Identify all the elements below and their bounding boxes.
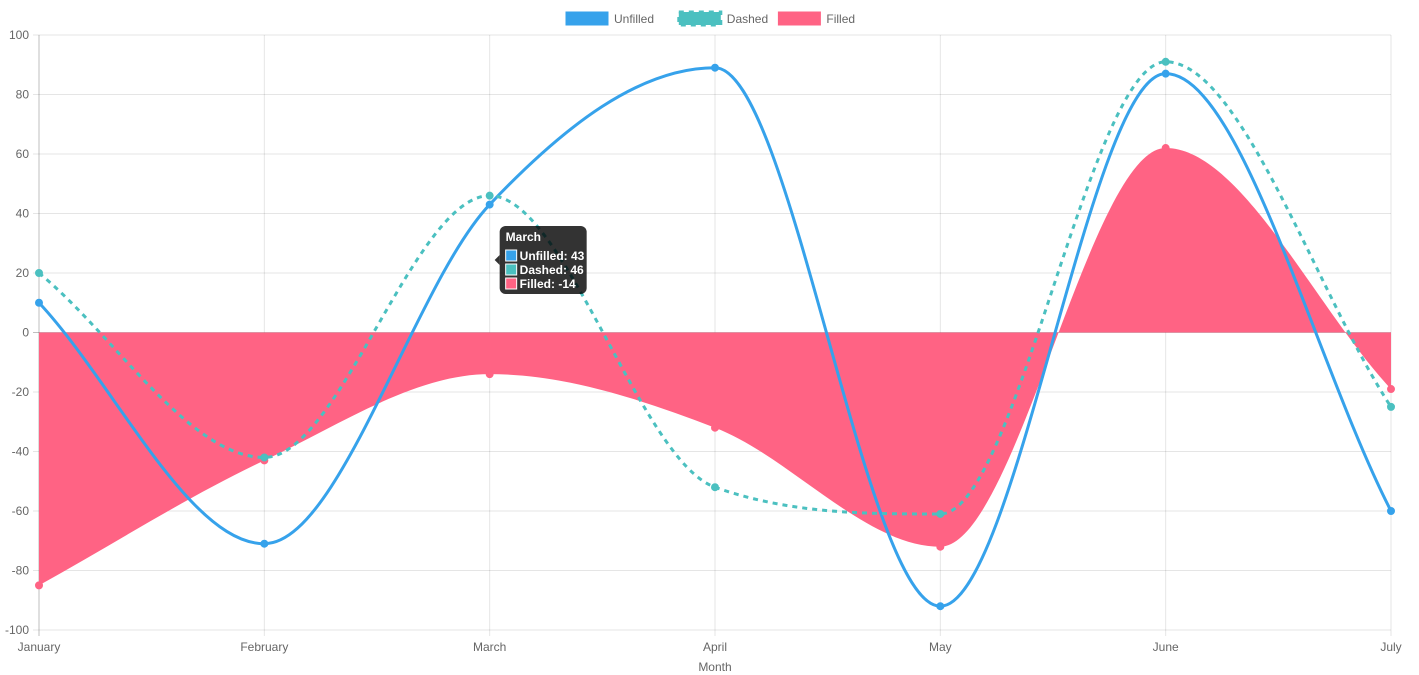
series-filled-area	[39, 148, 1391, 586]
series-filled-point	[485, 370, 494, 379]
tooltip-line: Unfilled: 43	[520, 249, 585, 263]
y-tick-label: 20	[16, 266, 30, 280]
series-filled-point	[711, 423, 719, 432]
series-unfilled-point	[1161, 69, 1170, 78]
y-tick-label: 40	[16, 207, 30, 221]
tooltip-swatch	[505, 277, 518, 290]
axes: 100 80 60 40 20 0 -20 -40 -60 -80 -100 January Febru…	[5, 28, 1402, 654]
tooltip-background	[499, 226, 587, 294]
legend-item-filled: Filled	[777, 11, 855, 26]
legend-label-dashed: Dashed	[727, 12, 768, 26]
series-unfilled-point	[485, 200, 494, 209]
series-dashed-line	[38, 60, 1393, 516]
y-tick-label: -40	[12, 445, 30, 459]
series-dashed-point	[936, 509, 945, 518]
x-tick-label: March	[473, 640, 506, 654]
x-tick-label: May	[929, 640, 952, 654]
series-unfilled-point	[711, 63, 719, 72]
y-tick-label: 100	[9, 28, 29, 42]
tooltip-line: Filled: -14	[520, 277, 576, 291]
y-tick-label: 60	[16, 147, 30, 161]
series-unfilled-point	[936, 602, 945, 611]
series-dashed-point	[711, 483, 719, 492]
x-tick-label: July	[1380, 640, 1401, 654]
x-tick-label: June	[1153, 640, 1179, 654]
y-tick-label: -60	[12, 504, 30, 518]
legend-item-unfilled: Unfilled	[565, 11, 654, 26]
tooltip-title: March	[506, 230, 541, 244]
y-tick-label: 80	[16, 88, 30, 102]
legend: Unfilled Dashed Filled	[565, 10, 855, 27]
legend-swatch-dashed	[677, 10, 723, 27]
legend-item-dashed: Dashed	[677, 10, 768, 27]
y-tick-label: -80	[12, 564, 30, 578]
y-tick-label: -20	[12, 385, 30, 399]
tooltip-caret	[494, 255, 500, 265]
tooltip-swatch	[505, 263, 518, 276]
series-unfilled-point	[35, 298, 43, 307]
series-dashed-point	[1161, 57, 1170, 66]
series-dashed-point	[1387, 402, 1395, 411]
legend-label-unfilled: Unfilled	[614, 12, 654, 26]
x-tick-label: January	[18, 640, 61, 654]
series-filled-point	[1161, 144, 1170, 153]
series-dashed-point	[485, 191, 494, 200]
x-axis-title: Month	[698, 660, 731, 674]
series-filled-point	[1387, 385, 1395, 394]
tooltip-line: Dashed: 46	[520, 263, 584, 277]
y-tick-label: -100	[5, 623, 29, 637]
series-filled-point	[35, 581, 43, 590]
series-filled-point	[936, 542, 945, 551]
series-dashed-point	[35, 269, 43, 277]
legend-swatch-filled	[777, 11, 821, 26]
legend-swatch-unfilled	[565, 11, 609, 26]
legend-label-filled: Filled	[826, 12, 855, 26]
x-tick-label: April	[703, 640, 727, 654]
series-unfilled-point	[1387, 507, 1395, 515]
series-unfilled-point	[260, 539, 269, 548]
series-layer	[35, 57, 1395, 611]
y-tick-label: 0	[22, 326, 29, 340]
series-dashed-point	[260, 453, 269, 462]
tooltip-swatch	[505, 249, 518, 262]
x-tick-label: February	[240, 640, 288, 654]
